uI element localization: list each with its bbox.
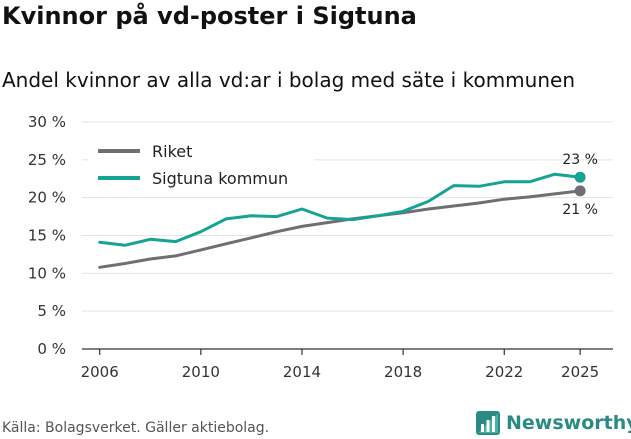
y-tick-label: 10 %	[28, 264, 66, 282]
legend-label: Sigtuna kommun	[152, 169, 288, 188]
brand-name: Newsworthy	[506, 412, 631, 434]
x-tick-label: 2018	[384, 363, 422, 381]
source-note: Källa: Bolagsverket. Gäller aktiebolag.	[2, 420, 270, 436]
chart-subtitle: Andel kvinnor av alla vd:ar i bolag med …	[2, 68, 575, 92]
axes: 0 % 5 % 10 % 15 % 20 % 25 % 30 % 2006 2010 2014 20…	[28, 113, 613, 381]
series-line-sigtuna-kommun	[98, 172, 582, 247]
line-chart: 0 % 5 % 10 % 15 % 20 % 25 % 30 % 2006 2010 2014 20…	[28, 113, 613, 381]
x-tick-label: 2010	[182, 363, 220, 381]
y-tick-label: 30 %	[28, 113, 66, 131]
series-end-label-sigtuna-kommun: 23 %	[562, 152, 598, 168]
series-end-label-riket: 21 %	[562, 202, 598, 218]
brand-logo: Newsworthy	[475, 410, 631, 436]
y-tick-label: 0 %	[37, 340, 66, 358]
x-tick-label: 2022	[485, 363, 523, 381]
y-tick-label: 25 %	[28, 151, 66, 169]
newsworthy-logo-icon	[476, 411, 500, 435]
series-end-marker-sigtuna-kommun	[574, 171, 586, 183]
legend-background	[88, 135, 314, 191]
x-tick-label: 2025	[561, 363, 599, 381]
x-tick-label: 2006	[81, 363, 119, 381]
data-series: 21 % 23 %	[98, 152, 598, 269]
y-tick-label: 20 %	[28, 189, 66, 207]
y-tick-label: 5 %	[37, 302, 66, 320]
series-line-riket	[98, 189, 582, 269]
chart-title: Kvinnor på vd-poster i Sigtuna	[2, 2, 417, 30]
y-tick-label: 15 %	[28, 227, 66, 245]
series-end-marker-riket	[574, 185, 586, 197]
legend: Riket Sigtuna kommun	[88, 135, 314, 191]
x-tick-label: 2014	[283, 363, 321, 381]
legend-label: Riket	[152, 142, 192, 161]
